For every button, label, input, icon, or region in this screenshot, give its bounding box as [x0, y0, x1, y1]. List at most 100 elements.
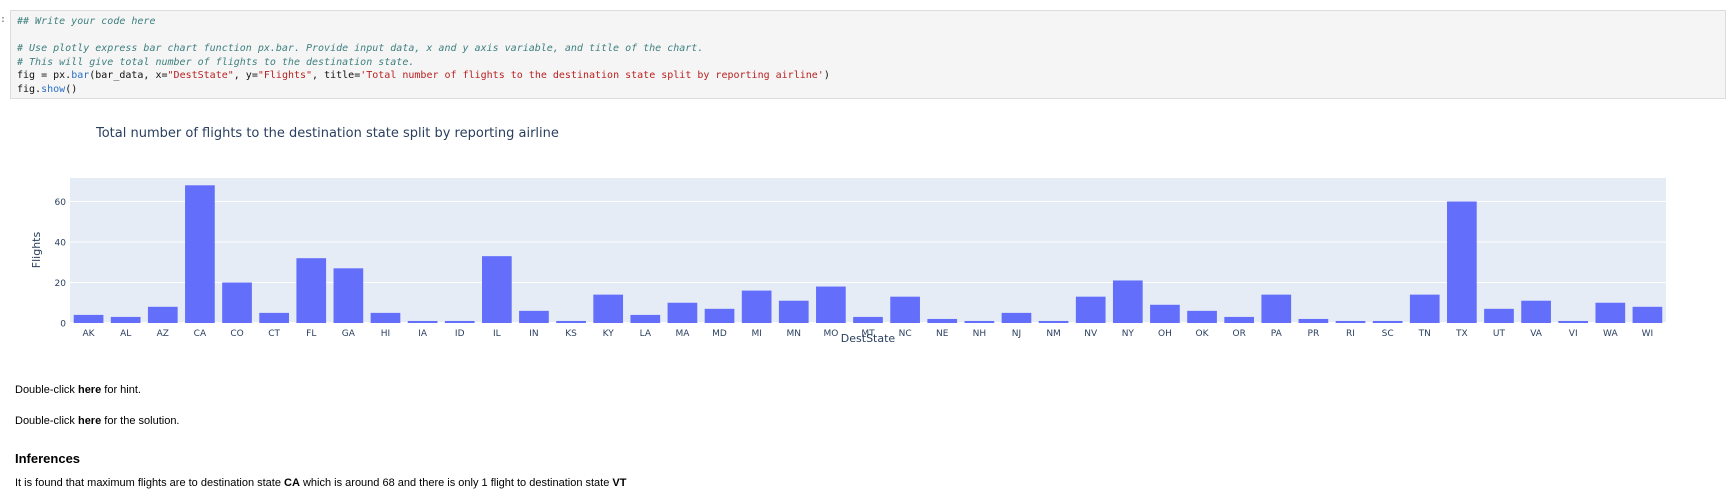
x-tick-label: NC — [899, 329, 912, 339]
bar-ma[interactable] — [668, 303, 698, 323]
solution-line: Double-click here for the solution. — [15, 415, 180, 427]
code-token: (bar_data, x= — [89, 70, 167, 81]
bar-ga[interactable] — [334, 268, 364, 323]
code-token: , y= — [234, 70, 258, 81]
y-tick-label: 40 — [55, 238, 67, 248]
code-line — [17, 29, 1719, 43]
x-tick-label: VI — [1569, 329, 1578, 339]
bar-hi[interactable] — [371, 313, 401, 323]
x-tick-label: IA — [418, 329, 428, 339]
x-tick-label: AK — [83, 329, 96, 339]
bar-nc[interactable] — [890, 297, 920, 323]
x-tick-label: CT — [268, 329, 280, 339]
bar-ri[interactable] — [1336, 321, 1366, 323]
bar-ks[interactable] — [556, 321, 586, 323]
x-tick-label: MI — [751, 329, 761, 339]
x-tick-label: WI — [1642, 329, 1654, 339]
x-tick-label: IN — [529, 329, 538, 339]
bar-vi[interactable] — [1558, 321, 1588, 323]
x-tick-label: MA — [675, 329, 690, 339]
bar-wi[interactable] — [1633, 307, 1663, 323]
bar-ak[interactable] — [74, 315, 104, 323]
x-tick-label: UT — [1493, 329, 1506, 339]
x-tick-label: CO — [230, 329, 243, 339]
bar-nv[interactable] — [1076, 297, 1106, 323]
inference-pre: It is found that maximum flights are to … — [15, 477, 284, 489]
bar-pr[interactable] — [1299, 319, 1329, 323]
code-line: fig.show() — [17, 83, 1719, 97]
x-tick-label: OK — [1196, 329, 1210, 339]
code-token: () — [65, 84, 77, 95]
bar-md[interactable] — [705, 309, 735, 323]
x-tick-label: AL — [120, 329, 131, 339]
bar-nh[interactable] — [965, 321, 995, 323]
bar-tn[interactable] — [1410, 295, 1440, 323]
inference-bold-ca: CA — [284, 477, 300, 489]
x-tick-label: KS — [565, 329, 577, 339]
bar-mi[interactable] — [742, 291, 772, 323]
bar-ne[interactable] — [927, 319, 957, 323]
x-tick-label: NV — [1084, 329, 1098, 339]
bar-ca[interactable] — [185, 185, 215, 323]
hint-post: for hint. — [101, 384, 141, 396]
x-tick-label: HI — [381, 329, 390, 339]
chart-output: Total number of flights to the destinati… — [10, 110, 1716, 354]
y-ticks: 0204060 — [55, 198, 67, 330]
bar-la[interactable] — [630, 315, 660, 323]
bar-ct[interactable] — [259, 313, 289, 323]
code-token: ) — [824, 70, 830, 81]
code-token: "Flights" — [258, 70, 312, 81]
bar-or[interactable] — [1224, 317, 1254, 323]
bar-ok[interactable] — [1187, 311, 1217, 323]
y-axis-label: Flights — [30, 232, 43, 269]
bar-ny[interactable] — [1113, 280, 1143, 323]
x-tick-label: AZ — [157, 329, 169, 339]
solution-link[interactable]: here — [78, 415, 101, 427]
bar-co[interactable] — [222, 282, 252, 323]
code-token: , title= — [312, 70, 360, 81]
bar-ia[interactable] — [408, 321, 438, 323]
code-line: # Use plotly express bar chart function … — [17, 42, 1719, 56]
cell-prompt: : — [0, 14, 6, 25]
bar-pa[interactable] — [1261, 295, 1291, 323]
bar-mt[interactable] — [853, 317, 883, 323]
bar-oh[interactable] — [1150, 305, 1180, 323]
inference-mid: which is around 68 and there is only 1 f… — [300, 477, 612, 489]
x-tick-label: WA — [1603, 329, 1618, 339]
x-tick-label: PR — [1308, 329, 1320, 339]
bar-id[interactable] — [445, 321, 475, 323]
bar-nm[interactable] — [1039, 321, 1069, 323]
bar-ky[interactable] — [593, 295, 623, 323]
code-cell[interactable]: ## Write your code here # Use plotly exp… — [10, 10, 1726, 99]
x-tick-label: NH — [973, 329, 987, 339]
x-tick-label: LA — [640, 329, 652, 339]
bar-tx[interactable] — [1447, 201, 1477, 323]
bar-chart: Total number of flights to the destinati… — [10, 110, 1716, 350]
bar-ut[interactable] — [1484, 309, 1514, 323]
bar-al[interactable] — [111, 317, 141, 323]
bar-fl[interactable] — [296, 258, 326, 323]
code-token: show — [41, 84, 65, 95]
bar-mo[interactable] — [816, 287, 846, 323]
x-tick-label: SC — [1382, 329, 1394, 339]
bar-va[interactable] — [1521, 301, 1551, 323]
x-tick-label: CA — [194, 329, 207, 339]
x-tick-label: ID — [455, 329, 465, 339]
hint-link[interactable]: here — [78, 384, 101, 396]
bar-az[interactable] — [148, 307, 178, 323]
bar-sc[interactable] — [1373, 321, 1403, 323]
x-tick-label: RI — [1346, 329, 1355, 339]
chart-title: Total number of flights to the destinati… — [95, 126, 559, 141]
code-token: "DestState" — [168, 70, 234, 81]
x-tick-label: KY — [603, 329, 615, 339]
inference-text: It is found that maximum flights are to … — [15, 477, 626, 489]
inferences-heading: Inferences — [15, 451, 80, 466]
x-axis-label: DestState — [841, 332, 896, 345]
bar-mn[interactable] — [779, 301, 809, 323]
x-tick-label: VA — [1530, 329, 1543, 339]
bar-wa[interactable] — [1595, 303, 1625, 323]
bar-in[interactable] — [519, 311, 549, 323]
x-tick-label: OR — [1232, 329, 1245, 339]
bar-nj[interactable] — [1002, 313, 1032, 323]
bar-il[interactable] — [482, 256, 512, 323]
